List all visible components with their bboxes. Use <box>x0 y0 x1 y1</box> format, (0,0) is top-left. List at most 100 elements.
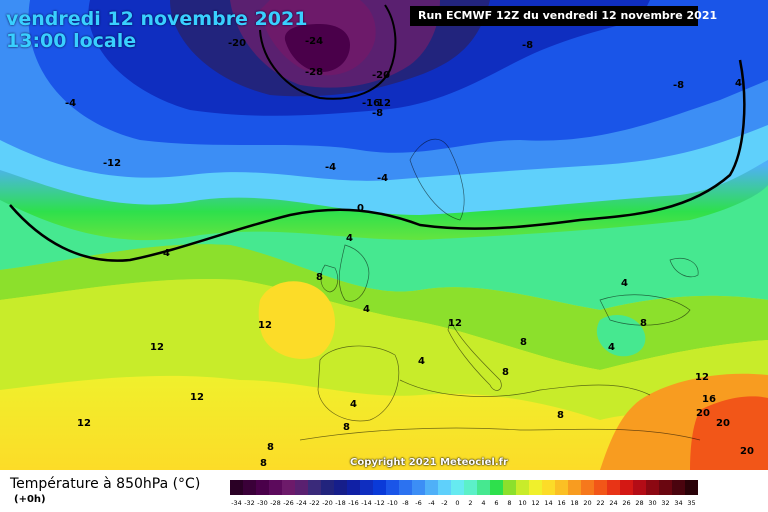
legend-tick-label: 35 <box>687 499 695 507</box>
legend-title: Température à 850hPa (°C) <box>10 476 201 492</box>
legend-footer: Température à 850hPa (°C) (+0h) -34 -32 -3… <box>0 470 768 512</box>
legend-swatch <box>620 480 633 495</box>
isotherm-label: 20 <box>740 446 754 457</box>
legend-tick-label: -20 <box>322 499 333 507</box>
legend-swatch <box>308 480 321 495</box>
legend-tick-label: 22 <box>596 499 604 507</box>
isotherm-label-group: -20 -24 -28 -20 -16 12 -8 -8 -8 -4 -12 -… <box>65 36 754 469</box>
legend-tick-label: -8 <box>402 499 408 507</box>
isotherm-label: 8 <box>343 422 350 433</box>
isotherm-label: 8 <box>502 367 509 378</box>
coastline-italy <box>447 318 502 391</box>
map-date: vendredi 12 novembre 2021 <box>6 8 308 30</box>
legend-tick-label: -4 <box>428 499 434 507</box>
legend-swatch <box>542 480 555 495</box>
isotherm-label: 8 <box>520 337 527 348</box>
isotherm-minus24 <box>259 4 397 100</box>
legend-swatch <box>256 480 269 495</box>
legend-swatch <box>386 480 399 495</box>
legend-tick-label: 24 <box>609 499 617 507</box>
isotherm-label: -24 <box>305 36 323 47</box>
legend-swatch <box>594 480 607 495</box>
legend-tick-label: 34 <box>674 499 682 507</box>
isotherm-label: 8 <box>267 442 274 453</box>
isotherm-label: -8 <box>372 108 383 119</box>
isotherm-label: 12 <box>695 372 709 383</box>
legend-tick-label: -34 <box>231 499 242 507</box>
isotherm-label: 4 <box>418 356 425 367</box>
isotherm-label: 8 <box>316 272 323 283</box>
legend-swatch <box>243 480 256 495</box>
coastline-iberia <box>317 345 400 422</box>
legend-tick-label: 14 <box>544 499 552 507</box>
legend-swatch <box>555 480 568 495</box>
legend-tick-label: 2 <box>468 499 472 507</box>
legend-tick-label: 4 <box>481 499 485 507</box>
isotherm-label: -8 <box>673 80 684 91</box>
legend-swatch <box>490 480 503 495</box>
isotherm-label: 4 <box>608 342 615 353</box>
legend-tick-label: -28 <box>270 499 281 507</box>
isotherm-label: 8 <box>557 410 564 421</box>
legend-swatch <box>282 480 295 495</box>
legend-swatch <box>451 480 464 495</box>
isotherm-label: 8 <box>640 318 647 329</box>
zone-green <box>0 185 768 310</box>
isotherm-label: -12 <box>103 158 121 169</box>
legend-tick-label: 18 <box>570 499 578 507</box>
legend-swatch <box>672 480 685 495</box>
run-label: Run ECMWF 12Z du vendredi 12 novembre 20… <box>418 9 718 22</box>
zone-green-turkey <box>596 315 646 357</box>
legend-swatch <box>412 480 425 495</box>
zone-warm-atlantic <box>258 281 335 359</box>
legend-swatch <box>373 480 386 495</box>
isotherm-label: -28 <box>305 67 323 78</box>
legend-swatch <box>633 480 646 495</box>
legend-swatch <box>646 480 659 495</box>
legend-tick-label: -6 <box>415 499 421 507</box>
legend-swatch <box>529 480 542 495</box>
isotherm-label: 4 <box>350 399 357 410</box>
isotherm-label: -4 <box>377 173 388 184</box>
zone-darkest-purple <box>284 24 350 72</box>
coastlines <box>299 138 701 441</box>
zone-yellowgreen <box>0 244 768 370</box>
isotherm-label: 0 <box>357 203 364 214</box>
zone-very-hot-southeast <box>690 396 768 470</box>
legend-swatch <box>438 480 451 495</box>
legend-tick-label: -24 <box>296 499 307 507</box>
legend-tick-label: -30 <box>257 499 268 507</box>
legend-tick-label: -2 <box>441 499 447 507</box>
coastline-mediterranean <box>399 379 651 397</box>
legend-tick-label: -12 <box>374 499 385 507</box>
legend-tick-label: 16 <box>557 499 565 507</box>
legend-swatch <box>568 480 581 495</box>
legend-tick-label: 6 <box>494 499 498 507</box>
isotherm-label: 20 <box>696 408 710 419</box>
legend-tick-label: 0 <box>455 499 459 507</box>
isotherm-label: -16 <box>362 98 380 109</box>
legend-tick-label: -14 <box>361 499 372 507</box>
legend-swatch <box>334 480 347 495</box>
isotherm-label: 12 <box>190 392 204 403</box>
coastline-scandinavia <box>409 138 465 221</box>
copyright-label: Copyright 2021 Meteociel.fr <box>350 457 508 468</box>
legend-tick-label: 26 <box>622 499 630 507</box>
legend-swatch <box>503 480 516 495</box>
isotherm-label: 4 <box>735 78 742 89</box>
isotherm-label: 20 <box>716 418 730 429</box>
coastline-africa <box>299 427 701 441</box>
isotherm-label: -4 <box>325 162 336 173</box>
legend-swatch <box>581 480 594 495</box>
legend-swatch <box>360 480 373 495</box>
temperature-map: -20 -24 -28 -20 -16 12 -8 -8 -8 -4 -12 -… <box>0 0 768 470</box>
coastline-caspian <box>669 258 699 278</box>
isotherm-label: 4 <box>346 233 353 244</box>
isotherm-label: 12 <box>150 342 164 353</box>
legend-tick-label: 28 <box>635 499 643 507</box>
legend-tick-label: -18 <box>335 499 346 507</box>
isotherm-label: -20 <box>228 38 246 49</box>
legend-swatch <box>295 480 308 495</box>
legend-tick-label: 32 <box>661 499 669 507</box>
